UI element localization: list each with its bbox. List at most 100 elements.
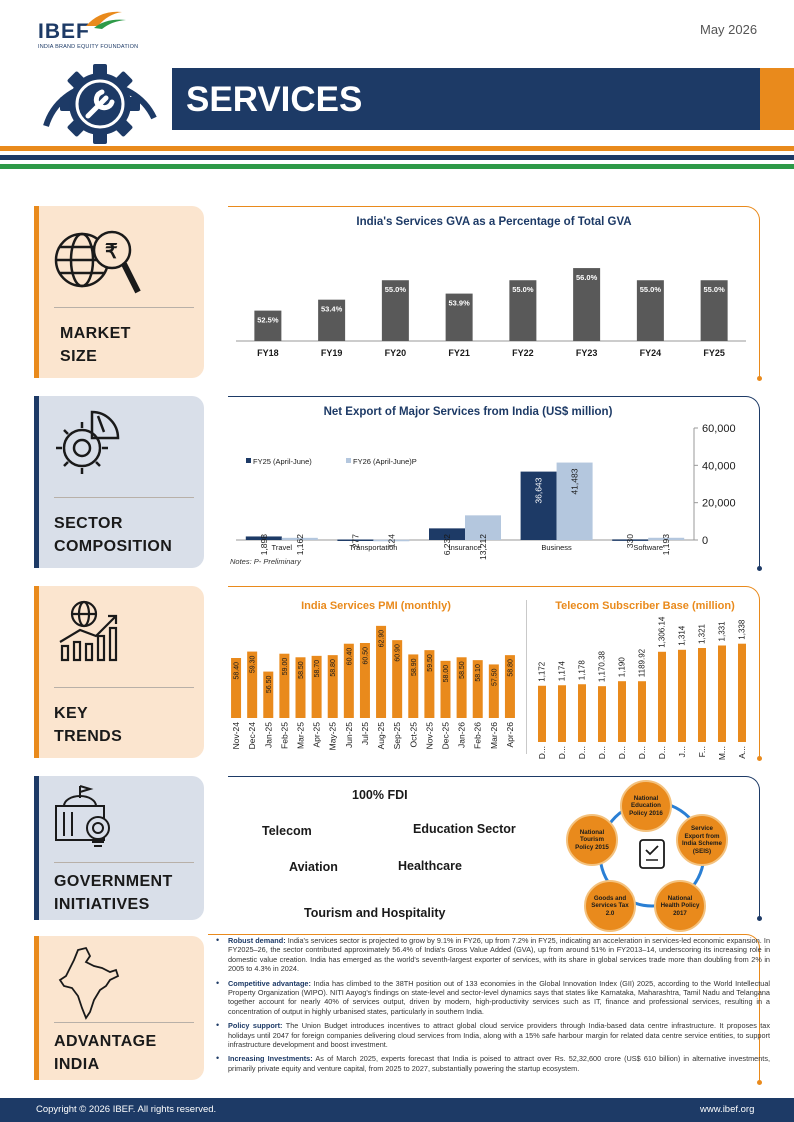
export-bar-label: 41,483 [570,468,580,494]
pmi-bar-label: 60.40 [346,648,353,666]
advantage-item-competitive-head: Competitive advantage: [228,978,311,988]
gva-x-label: FY20 [385,348,407,358]
telecom-bar [618,681,626,742]
telecom-bar-label: 1,174 [558,661,567,682]
policy-node-seis: Service Export from India Scheme (SEIS) [676,814,728,866]
pmi-x-label: Jul-25 [360,722,370,745]
market-size-divider [54,307,194,308]
pmi-x-label: Mar-25 [296,722,306,749]
policy-node-tourism: National Tourism Policy 2015 [566,814,618,866]
footer [0,1098,794,1122]
export-legend-swatch [346,458,351,463]
export-bar-label: 13,212 [478,534,488,560]
pmi-bar-label: 56.50 [266,675,273,693]
export-bar-label: 1,162 [295,534,305,556]
gva-chart: 52.5% FY18 53.4% FY19 55.0% FY20 53.9% FY21 55.0… [236,268,746,358]
government-initiatives-card [34,776,204,920]
pmi-bar-label: 58.80 [330,659,337,677]
pmi-bar-label: 60.90 [395,644,402,662]
issue-date: May 2026 [700,22,758,37]
export-y-tick-label: 0 [702,535,708,547]
pmi-x-label: Dec-25 [441,722,451,750]
export-bar [245,536,282,540]
pmi-bar [295,657,306,718]
export-bar [520,471,557,540]
gva-bar-label: 55.0% [640,285,662,294]
gear-chart-icon [56,410,120,474]
export-x-label: Business [541,543,572,552]
export-bar [648,537,685,540]
telecom-x-label: D... [617,746,627,759]
pmi-x-label: Nov-24 [231,722,241,750]
gva-x-label: FY24 [640,348,662,358]
sector-composition-bar [34,396,39,568]
telecom-bar [638,681,646,742]
export-bar-label: 277 [350,534,360,548]
export-bar [373,539,410,542]
footer-website-link[interactable]: www.ibef.org [700,1104,755,1115]
telecom-bar-label: 1,190 [618,657,627,678]
ibef-logo: IBEF [38,20,90,43]
export-y-tick-label: 40,000 [702,460,736,472]
india-map-icon [58,946,120,1020]
advantage-list: Robust demand: India's services sector i… [214,936,770,1078]
fdi-item-education: Education Sector [413,822,516,836]
advantage-item-policy: Policy support: The Union Budget introdu… [214,1021,770,1049]
advantage-india-divider [54,1022,194,1023]
pmi-x-label: Mar-26 [489,722,499,749]
pmi-x-label: Apr-26 [505,722,515,748]
policy-node-gst: Goods and Services Tax 2.0 [584,880,636,932]
policy-node-education: National Education Policy 2016 [620,780,672,832]
export-bar [281,537,318,540]
telecom-bar [558,685,566,742]
telecom-bar [658,651,666,742]
telecom-x-label: D... [637,746,647,759]
telecom-bar-label: 1,306.14 [658,616,667,648]
gva-bar [381,280,409,341]
advantage-item-demand-head: Robust demand: [228,936,286,945]
pmi-bar [456,657,467,718]
pmi-bar [392,640,403,718]
pmi-x-label: Dec-24 [247,722,257,750]
key-trends-panel-dot [757,756,762,761]
gva-bar [509,280,537,341]
export-x-label: Travel [272,543,293,552]
export-legend-label: FY25 (April-June) [253,457,312,466]
fdi-item-healthcare: Healthcare [398,859,462,873]
pmi-bar [488,664,499,718]
gva-x-label: FY25 [703,348,725,358]
pmi-bar-label: 58.00 [443,665,450,683]
advantage-india-label-line1: ADVANTAGE [54,1033,157,1050]
sector-composition-label: SECTOR COMPOSITION [54,512,172,558]
services-gear-wrench-icon [43,64,157,144]
policy-node-health: National Health Policy 2017 [654,880,706,932]
telecom-chart: 1,172 D... 1,174 D... 1,178 D... 1,170.38 D... 1… [537,616,747,760]
sector-composition-label-line1: SECTOR [54,515,123,532]
key-trends-divider [54,687,194,688]
pmi-chart: 58.40 Nov-24 59.30 Dec-24 56.50 Jan-25 59.00 Fe… [231,625,515,750]
government-panel [228,776,760,920]
pmi-x-label: Aug-25 [376,722,386,750]
telecom-x-label: M... [717,746,727,760]
export-y-tick-label: 60,000 [702,423,736,435]
page-title: SERVICES [186,80,363,119]
net-export-panel-dot [757,566,762,571]
advantage-india-card [34,936,204,1080]
globe-rupee-magnifier-icon: ₹ [54,230,141,294]
telecom-x-label: D... [657,746,667,759]
pmi-bar [247,651,258,718]
fdi-item-telecom: Telecom [262,824,312,838]
pmi-x-label: Nov-25 [424,722,434,750]
export-bar-label: 6,232 [442,534,452,556]
globe-growth-chart-icon [59,600,118,662]
export-legend-label: FY26 (April-June)P [353,457,417,466]
key-trends-bar [34,586,39,758]
pmi-x-label: Sep-25 [392,722,402,750]
gva-x-label: FY23 [576,348,598,358]
export-legend-swatch [246,458,251,463]
telecom-bar-label: 1,170.38 [598,650,607,682]
telecom-x-label: F... [697,746,707,757]
net-export-note: Notes: P- Preliminary [230,557,301,566]
telecom-bar [738,643,746,742]
gva-bar [254,310,282,341]
